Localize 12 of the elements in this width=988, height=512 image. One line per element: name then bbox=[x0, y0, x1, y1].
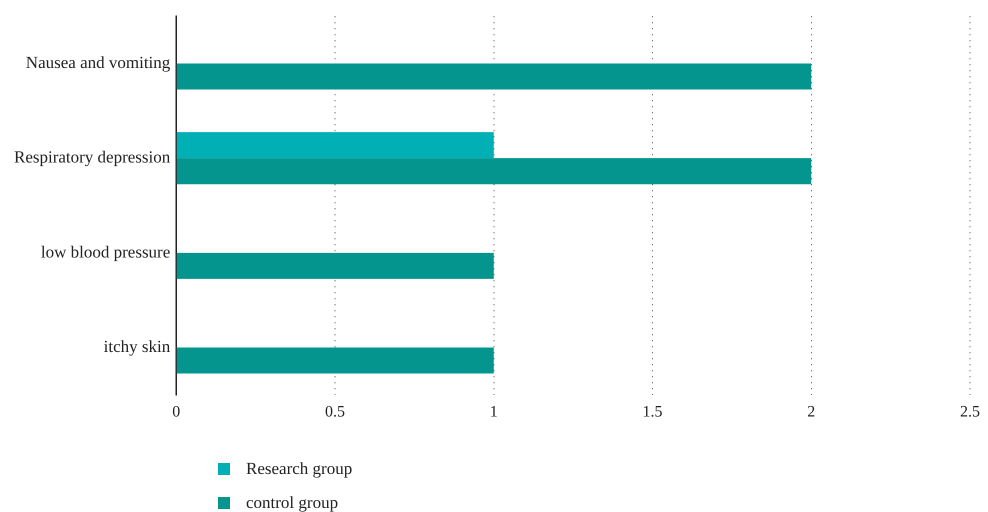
y-tick-label: Nausea and vomiting bbox=[26, 52, 171, 72]
x-tick-label: 0.5 bbox=[325, 404, 346, 421]
y-tick-label: itchy skin bbox=[104, 336, 171, 356]
y-tick-label: low blood pressure bbox=[40, 242, 170, 262]
legend-label: control group bbox=[246, 493, 338, 512]
x-tick-label: 2 bbox=[807, 404, 816, 421]
x-tick-label: 2.5 bbox=[960, 404, 980, 421]
x-tick-label: 1.5 bbox=[642, 404, 663, 421]
legend-label: Research group bbox=[246, 459, 352, 479]
x-tick-label: 1 bbox=[490, 404, 498, 421]
x-tick-label: 0 bbox=[172, 404, 180, 421]
y-tick-label: Respiratory depression bbox=[14, 148, 171, 167]
